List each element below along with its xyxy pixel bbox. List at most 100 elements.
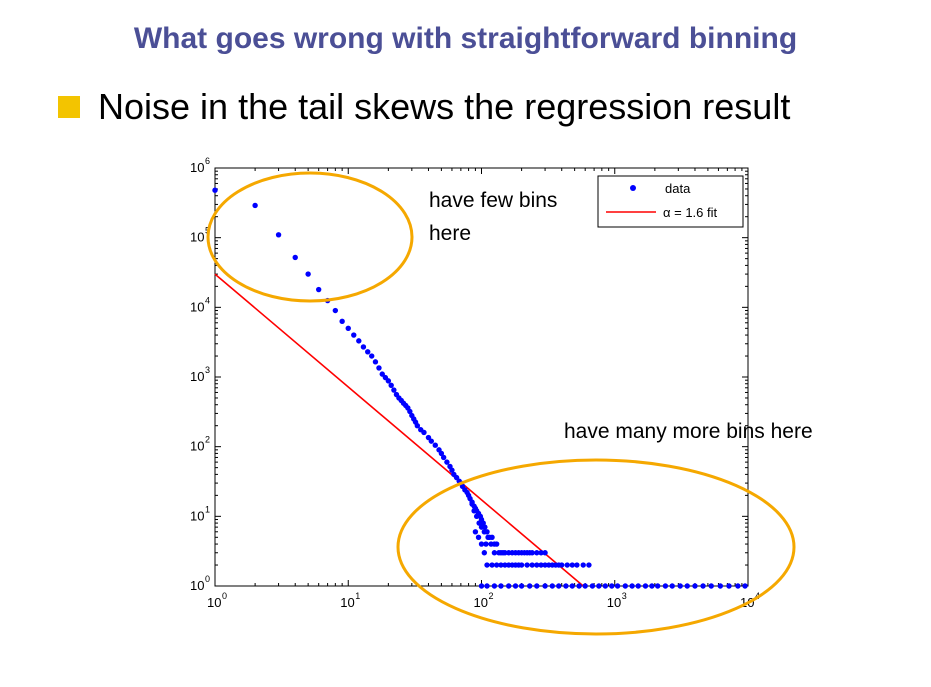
data-point	[726, 583, 732, 589]
data-point	[391, 387, 397, 393]
data-point	[576, 583, 582, 589]
fit-line	[214, 273, 584, 587]
data-point	[481, 529, 488, 535]
y-tick-label-base: 10	[190, 578, 204, 593]
data-point	[489, 562, 495, 568]
data-point	[491, 550, 498, 556]
data-point	[345, 325, 351, 332]
data-point	[527, 583, 533, 589]
y-tick-label: 10 1	[190, 504, 210, 523]
legend-data-label: data	[665, 181, 691, 196]
data-point	[332, 307, 339, 314]
data-point	[524, 562, 530, 568]
data-point	[642, 583, 649, 589]
data-point	[505, 583, 512, 589]
data-point	[252, 202, 258, 209]
data-point	[574, 562, 580, 568]
data-point	[708, 583, 714, 589]
bullet-point: Noise in the tail skews the regression r…	[58, 86, 790, 128]
data-point	[649, 583, 655, 589]
x-tick-label-base: 10	[607, 595, 621, 610]
x-tick-labels: 10 0 10 1 10 2 10 3 10 4	[207, 591, 760, 610]
x-tick-label-exponent: 1	[355, 591, 360, 601]
data-point	[385, 378, 392, 384]
data-point	[438, 450, 445, 457]
x-tick-label-base: 10	[207, 595, 221, 610]
data-point	[388, 382, 394, 389]
data-point	[580, 562, 586, 568]
slide-title: What goes wrong with straightforward bin…	[133, 22, 798, 55]
data-point	[542, 562, 548, 568]
data-point	[493, 541, 500, 547]
data-point	[534, 583, 540, 589]
data-point	[481, 550, 488, 556]
data-point	[480, 520, 486, 526]
many-bins-ellipse	[396, 458, 796, 636]
data-point	[635, 583, 641, 589]
data-point	[534, 562, 540, 568]
data-point	[502, 562, 508, 568]
data-point	[662, 583, 669, 589]
data-point	[360, 344, 367, 350]
data-point	[596, 583, 602, 589]
x-tick-label: 10 0	[207, 591, 227, 610]
data-point	[369, 353, 375, 359]
data-point	[449, 467, 455, 473]
data-point	[484, 562, 490, 568]
data-point	[473, 513, 480, 520]
data-point	[564, 562, 570, 568]
y-tick-label: 10 4	[190, 295, 210, 314]
data-point	[614, 583, 621, 589]
data-point	[692, 583, 698, 589]
data-point	[534, 550, 540, 556]
data-point	[529, 550, 535, 556]
data-point	[569, 562, 575, 568]
data-point	[339, 318, 345, 325]
y-tick-label-base: 10	[190, 369, 204, 384]
annotation-many-bins: have many more bins here	[564, 420, 813, 443]
data-point	[622, 583, 629, 589]
data-point	[351, 332, 357, 338]
data-point	[609, 583, 615, 589]
y-tick-label-base: 10	[190, 160, 204, 175]
data-point	[414, 422, 421, 429]
data-point	[582, 583, 588, 589]
data-point	[498, 562, 504, 568]
data-point	[602, 583, 609, 589]
data-point	[589, 583, 596, 589]
data-point	[629, 583, 635, 589]
data-point	[379, 371, 385, 377]
data-point	[700, 583, 706, 589]
data-point	[485, 534, 491, 541]
data-point	[356, 338, 362, 344]
y-tick-label-base: 10	[190, 299, 204, 314]
data-point	[498, 583, 504, 589]
data-point	[476, 520, 482, 526]
data-point	[735, 583, 741, 589]
data-point	[315, 286, 322, 293]
data-point	[654, 583, 661, 589]
data-point	[493, 562, 500, 568]
x-tick-label-exponent: 3	[622, 591, 627, 601]
y-tick-label-base: 10	[190, 230, 204, 245]
x-tick-label-base: 10	[474, 595, 488, 610]
data-point	[512, 583, 519, 589]
data-point	[569, 583, 575, 589]
data-point	[469, 501, 475, 507]
data-point	[556, 583, 562, 589]
legend: data α = 1.6 fit	[597, 175, 744, 228]
y-tick-label-exponent: 3	[205, 365, 210, 375]
data-point	[484, 583, 490, 589]
annotation-few-bins-line2: here	[429, 222, 472, 245]
y-tick-label-exponent: 4	[205, 295, 210, 305]
data-point	[549, 583, 556, 589]
x-tick-label-exponent: 0	[222, 591, 227, 601]
y-tick-label: 10 0	[190, 574, 210, 593]
annotation-few-bins-line1: have few bins	[429, 189, 558, 212]
y-tick-label: 10 3	[190, 365, 210, 384]
data-point	[538, 550, 544, 556]
data-point	[372, 359, 379, 365]
data-point	[563, 583, 569, 589]
data-point	[538, 562, 544, 568]
